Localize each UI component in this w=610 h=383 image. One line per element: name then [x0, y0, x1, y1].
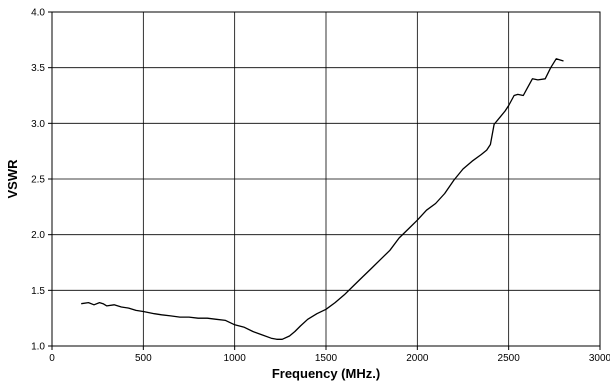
- x-tick-label: 1000: [224, 353, 247, 364]
- y-axis-title: VSWR: [5, 159, 20, 199]
- y-tick-label: 2.0: [31, 230, 45, 241]
- y-tick-label: 1.0: [31, 342, 45, 353]
- y-tick-label: 2.5: [31, 175, 45, 186]
- y-tick-label: 3.0: [31, 119, 45, 130]
- x-tick-label: 3000: [589, 353, 610, 364]
- grid-layer: [52, 12, 600, 346]
- x-tick-label: 2000: [406, 353, 429, 364]
- x-axis-title: Frequency (MHz.): [272, 366, 380, 381]
- y-tick-label: 4.0: [31, 8, 45, 19]
- y-tick-label: 3.5: [31, 63, 45, 74]
- x-tick-label: 1500: [315, 353, 338, 364]
- x-tick-label: 500: [135, 353, 152, 364]
- series-layer: [81, 58, 564, 340]
- tick-layer: 0 500 1000 1500 2000 2500 3000 1.0 1.5 2.0 2.5 3.0 3…: [31, 8, 610, 365]
- vswr-series-line: [81, 58, 564, 340]
- x-tick-label: 0: [49, 353, 55, 364]
- x-tick-label: 2500: [498, 353, 521, 364]
- y-tick-label: 1.5: [31, 286, 45, 297]
